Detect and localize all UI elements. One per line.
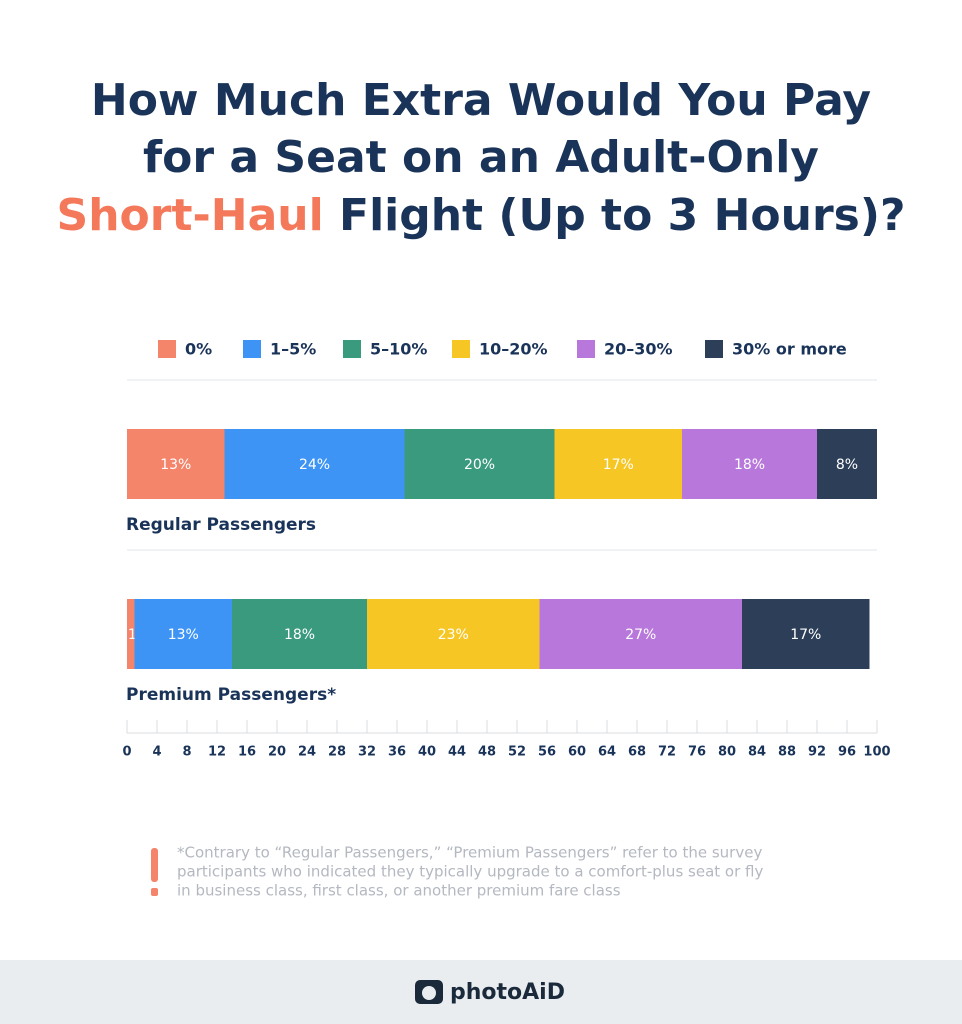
- bar-segment: [127, 429, 225, 499]
- value-label: 18%: [284, 627, 315, 643]
- x-tick-label: 56: [538, 745, 556, 760]
- value-label: 24%: [299, 457, 330, 473]
- bar-segment: [817, 429, 877, 499]
- value-label: 13%: [168, 627, 199, 643]
- bar-segment: [404, 429, 555, 499]
- value-label: 13%: [160, 457, 191, 473]
- note-mark: [151, 848, 158, 882]
- bar-segment: [554, 429, 682, 499]
- x-tick-label: 52: [508, 745, 526, 760]
- legend-swatch: [577, 340, 595, 358]
- legend-label: 0%: [185, 340, 212, 359]
- logo: photoAiD: [450, 980, 565, 1005]
- x-tick-label: 96: [838, 745, 856, 760]
- bar-segment: [742, 599, 870, 669]
- title-line: Short-Haul Flight (Up to 3 Hours)?: [57, 190, 906, 241]
- x-tick-label: 88: [778, 745, 796, 760]
- x-tick-label: 72: [658, 745, 676, 760]
- value-label: 23%: [438, 627, 469, 643]
- bar-segment: [127, 599, 135, 669]
- value-label: 27%: [625, 627, 656, 643]
- bar-segment: [224, 429, 405, 499]
- bar-segment: [539, 599, 742, 669]
- bar-segment: [367, 599, 540, 669]
- footer: [0, 960, 962, 1024]
- x-tick-label: 92: [808, 745, 826, 760]
- bar-segment: [232, 599, 367, 669]
- x-tick-label: 76: [688, 745, 706, 760]
- value-label: 8%: [836, 457, 858, 473]
- x-tick-label: 28: [328, 745, 346, 760]
- footnote-line: *Contrary to “Regular Passengers,” “Prem…: [177, 844, 762, 862]
- x-tick-label: 12: [208, 745, 226, 760]
- x-tick-label: 8: [182, 745, 191, 760]
- x-tick-label: 20: [268, 745, 286, 760]
- legend-swatch: [158, 340, 176, 358]
- logo-icon: [422, 986, 436, 1000]
- legend-swatch: [705, 340, 723, 358]
- bar-segment: [682, 429, 817, 499]
- x-tick-label: 32: [358, 745, 376, 760]
- title: How Much Extra Would You Pay for a Seat …: [57, 75, 906, 241]
- category-label: Regular Passengers: [126, 515, 316, 535]
- x-tick-label: 60: [568, 745, 586, 760]
- value-label: 17%: [790, 627, 821, 643]
- legend-swatch: [343, 340, 361, 358]
- x-tick-label: 36: [388, 745, 406, 760]
- x-tick-label: 80: [718, 745, 736, 760]
- x-tick-label: 44: [448, 745, 466, 760]
- value-label: 20%: [464, 457, 495, 473]
- legend-label: 1–5%: [270, 340, 316, 359]
- legend-label: 20–30%: [604, 340, 673, 359]
- title-line: for a Seat on an Adult-Only: [143, 132, 819, 183]
- x-tick-label: 68: [628, 745, 646, 760]
- x-tick-label: 4: [152, 745, 161, 760]
- value-label: 17%: [603, 457, 634, 473]
- title-highlight: Short-Haul: [57, 190, 324, 241]
- x-tick-label: 48: [478, 745, 496, 760]
- legend-swatch: [452, 340, 470, 358]
- x-tick-label: 0: [122, 745, 131, 760]
- title-line: How Much Extra Would You Pay: [91, 75, 871, 126]
- x-tick-label: 40: [418, 745, 436, 760]
- legend-label: 30% or more: [732, 340, 847, 359]
- x-tick-label: 16: [238, 745, 256, 760]
- category-label: Premium Passengers*: [126, 685, 336, 705]
- legend-swatch: [243, 340, 261, 358]
- footnote-line: participants who indicated they typicall…: [177, 863, 763, 881]
- footnote-line: in business class, first class, or anoth…: [177, 882, 621, 900]
- title-line: Flight (Up to 3 Hours)?: [339, 190, 905, 241]
- x-tick-label: 64: [598, 745, 616, 760]
- legend-label: 10–20%: [479, 340, 548, 359]
- bar-segment: [134, 599, 232, 669]
- x-tick-label: 24: [298, 745, 316, 760]
- x-tick-label: 100: [863, 745, 890, 760]
- x-tick-label: 84: [748, 745, 766, 760]
- legend-label: 5–10%: [370, 340, 427, 359]
- value-label: 18%: [734, 457, 765, 473]
- footnote: *Contrary to “Regular Passengers,” “Prem…: [177, 844, 763, 900]
- note-mark: [151, 888, 158, 896]
